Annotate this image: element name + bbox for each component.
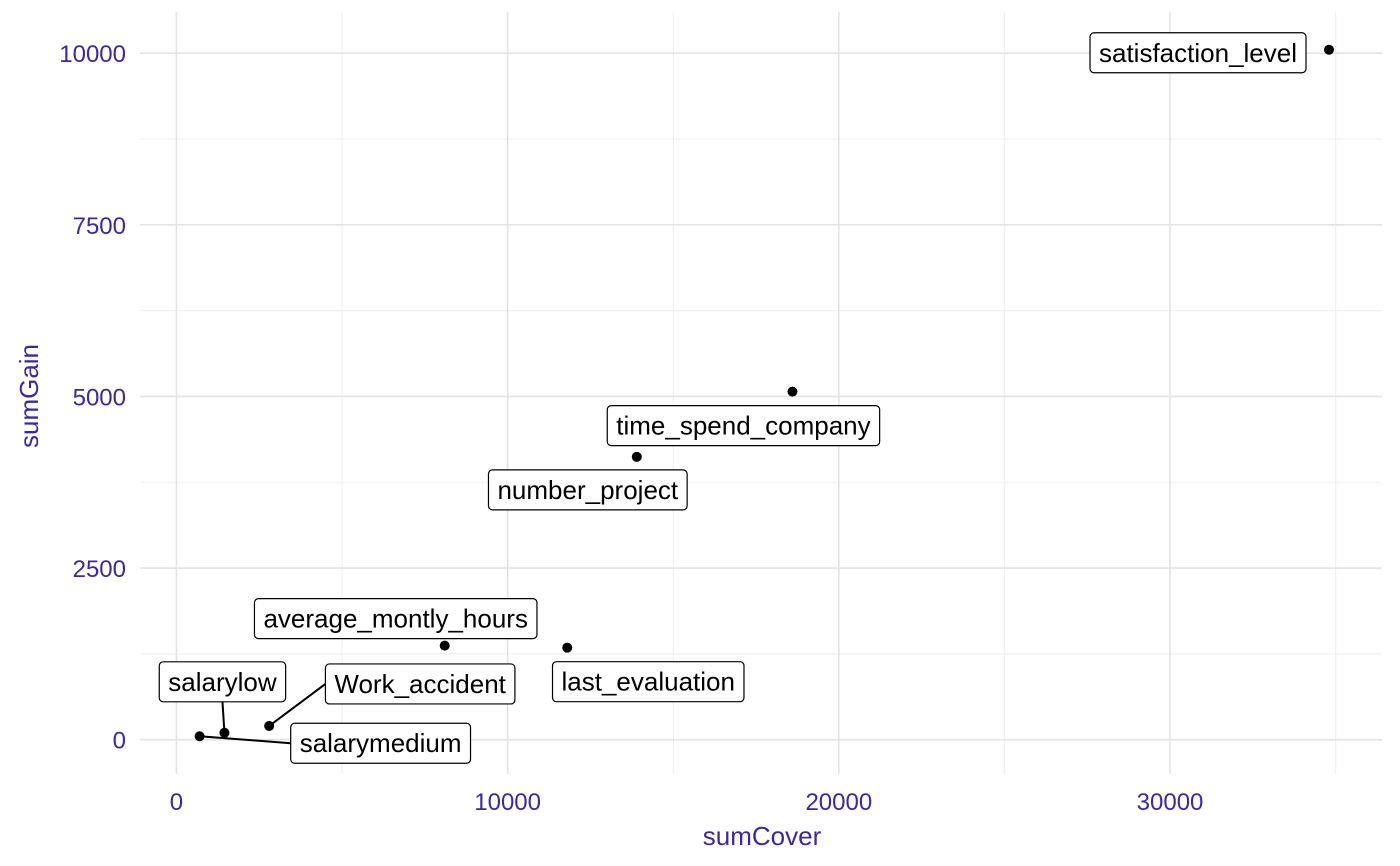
data-points xyxy=(194,44,1335,742)
x-tick-label: 0 xyxy=(170,789,183,816)
x-axis-tick-labels: 0 10000 20000 30000 xyxy=(170,789,1204,816)
y-tick-label: 5000 xyxy=(73,384,126,411)
leader-line xyxy=(268,683,327,727)
point-label: Work_accident xyxy=(324,663,516,705)
data-point xyxy=(1324,44,1335,55)
point-label-text: salarylow xyxy=(168,667,277,697)
y-tick-label: 7500 xyxy=(73,213,126,240)
x-tick-label: 30000 xyxy=(1137,789,1204,816)
point-label-box xyxy=(290,722,472,764)
data-point xyxy=(787,386,798,397)
point-label: last_evaluation xyxy=(551,661,745,703)
point-labels: satisfaction_level time_spend_companynumb… xyxy=(158,32,1307,764)
point-label-text: Work_accident xyxy=(334,669,506,699)
y-axis-title: sumGain xyxy=(14,344,44,448)
point-label-text: time_spend_company xyxy=(616,411,870,441)
point-label-box xyxy=(324,663,516,705)
point-label: salarymedium xyxy=(290,722,472,764)
point-label-box xyxy=(253,598,538,640)
y-tick-label: 0 xyxy=(113,728,126,755)
point-label-text: last_evaluation xyxy=(562,667,735,697)
leader-line xyxy=(221,701,226,733)
y-tick-label: 10000 xyxy=(59,41,126,68)
point-label: average_montly_hours xyxy=(253,598,538,640)
minor-gridlines xyxy=(140,12,1382,774)
data-point xyxy=(562,642,573,653)
data-point xyxy=(264,720,275,731)
data-point xyxy=(631,451,642,462)
point-label: time_spend_company xyxy=(606,405,881,447)
point-label-box xyxy=(1089,32,1307,74)
label-leader-lines xyxy=(199,683,327,745)
leader-line xyxy=(199,735,291,745)
point-label-text: satisfaction_level xyxy=(1099,38,1297,68)
point-label: salarylow xyxy=(158,661,287,703)
x-tick-label: 10000 xyxy=(474,789,541,816)
point-label-text: number_project xyxy=(497,475,678,505)
y-axis-tick-labels: 0 2500 5000 7500 10000 xyxy=(59,41,126,754)
x-axis-title: sumCover xyxy=(703,821,822,851)
point-label-box xyxy=(158,661,287,703)
point-label-box xyxy=(606,405,881,447)
point-label-box xyxy=(487,469,688,511)
major-gridlines xyxy=(140,12,1382,774)
point-label: satisfaction_level xyxy=(1089,32,1307,74)
point-label: number_project xyxy=(487,469,688,511)
point-label-text: average_montly_hours xyxy=(263,604,528,634)
x-tick-label: 20000 xyxy=(805,789,872,816)
point-label-text: salarymedium xyxy=(300,728,462,758)
point-label-box xyxy=(551,661,745,703)
data-point xyxy=(219,727,230,738)
y-tick-label: 2500 xyxy=(73,556,126,583)
data-point xyxy=(439,640,450,651)
data-point xyxy=(194,731,205,742)
